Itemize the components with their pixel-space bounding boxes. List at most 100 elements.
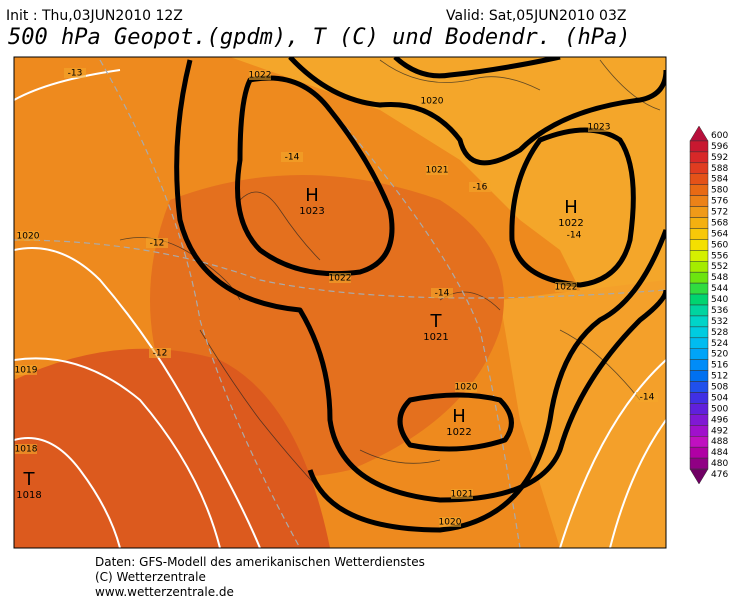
contour-label-bg bbox=[281, 152, 303, 162]
colorbar-swatch bbox=[689, 184, 709, 196]
colorbar-swatch bbox=[689, 151, 709, 164]
colorbar-swatch bbox=[689, 436, 709, 448]
colorbar-swatch bbox=[689, 359, 709, 371]
temperature-lines bbox=[14, 69, 666, 548]
map-area bbox=[14, 57, 666, 548]
contour-label: -14 bbox=[567, 231, 582, 241]
colorbar-label: 572 bbox=[711, 208, 728, 218]
pressure-center-value: 1022 bbox=[558, 218, 583, 229]
footer-line: (C) Wetterzentrale bbox=[95, 570, 206, 584]
pressure-center-value: 1021 bbox=[423, 332, 448, 343]
colorbar-label: 512 bbox=[711, 372, 728, 382]
contour-label-bg bbox=[455, 382, 477, 392]
pressure-center-value: 1018 bbox=[16, 490, 41, 501]
colorbar-label: 584 bbox=[711, 175, 728, 185]
contour-label-bg bbox=[563, 230, 585, 240]
colorbar-label: 540 bbox=[711, 295, 728, 305]
contour-label: 1022 bbox=[555, 283, 578, 293]
colorbar-swatch bbox=[689, 446, 709, 459]
contour-label: 1020 bbox=[421, 97, 444, 107]
colorbar-label: 552 bbox=[711, 262, 728, 272]
footer-line: www.wetterzentrale.de bbox=[95, 585, 234, 599]
colorbar-swatch bbox=[689, 304, 709, 317]
contour-label: 1020 bbox=[17, 232, 40, 242]
contour-label: -16 bbox=[473, 183, 488, 193]
footer-line: Daten: GFS-Modell des amerikanischen Wet… bbox=[95, 555, 425, 569]
map-title: 500 hPa Geopot.(gpdm), T (C) und Bodendr… bbox=[8, 25, 631, 50]
temperature-dashed-lines bbox=[14, 59, 666, 548]
contour-label-bg bbox=[421, 96, 443, 106]
contour-label-bg bbox=[451, 489, 473, 499]
colorbar-label: 544 bbox=[711, 284, 728, 294]
contour-label: -12 bbox=[153, 349, 168, 359]
colorbar-label: 516 bbox=[711, 361, 728, 371]
contour-label-bg bbox=[555, 282, 577, 292]
colorbar-label: 528 bbox=[711, 328, 728, 338]
colorbar-swatch bbox=[689, 457, 709, 470]
colorbar-label: 548 bbox=[711, 273, 728, 283]
colorbar-swatch bbox=[689, 315, 709, 328]
colorbar-swatch bbox=[689, 271, 709, 284]
contour-label-bg bbox=[17, 231, 39, 241]
pressure-center-value: 1022 bbox=[446, 427, 471, 438]
colorbar-label: 520 bbox=[711, 350, 728, 360]
isobars bbox=[174, 57, 666, 533]
contour-label-bg bbox=[431, 288, 453, 298]
colorbar-swatch bbox=[689, 414, 709, 426]
colorbar-swatch bbox=[689, 195, 709, 207]
colorbar-swatch bbox=[689, 228, 709, 240]
colorbar-swatch bbox=[689, 250, 709, 262]
colorbar-label: 536 bbox=[711, 306, 728, 316]
contour-label-bg bbox=[146, 238, 168, 248]
colorbar-label: 480 bbox=[711, 459, 728, 469]
colorbar-swatch bbox=[689, 239, 709, 251]
colorbar-swatch bbox=[689, 293, 709, 306]
colorbar-swatch bbox=[689, 162, 709, 174]
colorbar-swatch bbox=[689, 348, 709, 360]
colorbar-swatch bbox=[689, 403, 709, 415]
colorbar-label: 592 bbox=[711, 153, 728, 163]
colorbar-swatch bbox=[689, 425, 709, 437]
contour-label-bg bbox=[588, 122, 610, 132]
colorbar-label: 556 bbox=[711, 251, 728, 261]
contour-label-bg bbox=[15, 444, 37, 454]
colorbar-label: 476 bbox=[711, 470, 728, 480]
colorbar-label: 524 bbox=[711, 339, 728, 349]
contour-label: -14 bbox=[640, 393, 655, 403]
map-frame bbox=[13, 56, 667, 549]
contour-label-bg bbox=[439, 517, 461, 527]
colorbar-swatch bbox=[689, 206, 709, 218]
colorbar-label: 596 bbox=[711, 142, 728, 152]
contour-label-bg bbox=[426, 165, 448, 175]
colorbar-swatch bbox=[689, 370, 709, 382]
contour-label: 1023 bbox=[588, 123, 611, 133]
contour-label-bg bbox=[15, 365, 37, 375]
colorbar-swatch bbox=[689, 381, 709, 393]
contour-label: -12 bbox=[150, 239, 165, 249]
colorbar-label: 564 bbox=[711, 229, 728, 239]
init-time: Init : Thu,03JUN2010 12Z bbox=[6, 8, 183, 24]
colorbar-label: 508 bbox=[711, 383, 728, 393]
colorbar-label: 600 bbox=[711, 131, 728, 141]
colorbar-swatch bbox=[689, 468, 709, 485]
temp-zone-light bbox=[500, 280, 666, 548]
colorbar-swatch bbox=[689, 140, 709, 153]
colorbar-label: 488 bbox=[711, 437, 728, 447]
colorbar-label: 484 bbox=[711, 448, 728, 458]
colorbar-label: 504 bbox=[711, 393, 728, 403]
contour-label: -14 bbox=[435, 289, 450, 299]
temp-zone-hot bbox=[14, 348, 330, 548]
pressure-center-symbol: H bbox=[305, 185, 319, 206]
colorbar-swatch bbox=[689, 282, 709, 295]
colorbar-swatch bbox=[689, 337, 709, 349]
colorbar-swatch bbox=[689, 392, 709, 404]
contour-label-bg bbox=[636, 392, 658, 402]
valid-time: Valid: Sat,05JUN2010 03Z bbox=[446, 8, 626, 24]
pressure-center-symbol: H bbox=[452, 406, 466, 427]
contour-label: -14 bbox=[285, 153, 300, 163]
colorbar-label: 568 bbox=[711, 218, 728, 228]
pressure-center-symbol: T bbox=[23, 469, 36, 490]
contour-label-bg bbox=[329, 273, 351, 283]
colorbar-label: 532 bbox=[711, 317, 728, 327]
